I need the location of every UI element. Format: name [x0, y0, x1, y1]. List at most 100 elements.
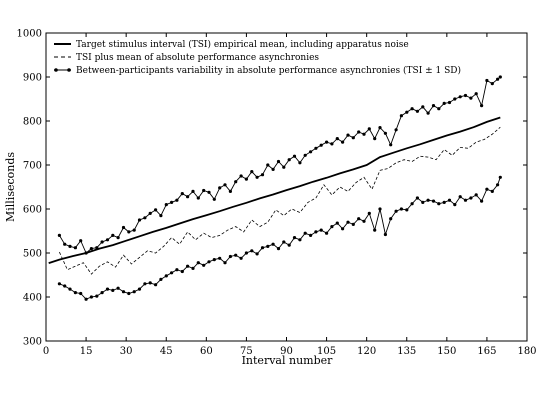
variability-lower-point — [105, 287, 110, 291]
variability-upper-point — [260, 173, 265, 177]
variability-upper-point — [383, 131, 387, 135]
variability-lower-point — [63, 284, 67, 288]
variability-upper-point — [228, 189, 232, 193]
x-tick-label: 15 — [80, 346, 93, 357]
variability-lower-point — [154, 283, 158, 287]
variability-lower-point — [244, 251, 248, 255]
variability-upper-point — [378, 126, 382, 130]
variability-lower-point — [132, 290, 136, 294]
variability-upper-point — [84, 251, 88, 255]
variability-upper-point — [159, 214, 163, 218]
variability-upper-point — [255, 175, 259, 179]
variability-upper-point — [180, 192, 184, 196]
series-asynchrony-line — [59, 126, 501, 275]
variability-upper-point — [121, 225, 126, 230]
variability-lower-point — [469, 196, 473, 200]
x-tick-label: 60 — [200, 346, 213, 357]
variability-lower-point — [148, 281, 152, 285]
legend-marker-variability-b — [67, 68, 71, 72]
legend-marker-variability-a — [54, 68, 58, 72]
y-axis-label: Milliseconds — [4, 152, 17, 222]
variability-lower-point — [121, 290, 126, 294]
variability-upper-point — [319, 143, 323, 147]
variability-lower-point — [351, 222, 355, 226]
variability-lower-point — [474, 193, 478, 197]
variability-upper-point — [298, 161, 302, 165]
variability-lower-point — [79, 291, 83, 296]
variability-upper-point — [100, 240, 104, 244]
variability-lower-point — [426, 198, 430, 202]
variability-lower-point — [410, 202, 414, 206]
variability-upper-point — [292, 154, 297, 158]
variability-upper-point — [239, 174, 243, 178]
variability-upper-point — [309, 150, 313, 154]
x-tick-label: 90 — [280, 346, 293, 357]
variability-lower-point — [95, 294, 99, 298]
variability-lower-point — [266, 244, 270, 248]
plot-frame — [45, 32, 528, 342]
variability-upper-point — [426, 111, 430, 115]
variability-upper-point — [116, 236, 120, 240]
variability-upper-point — [57, 233, 62, 237]
variability-upper-point — [143, 216, 147, 220]
variability-upper-point — [73, 246, 77, 250]
variability-lower-point — [394, 209, 398, 213]
variability-upper-point — [453, 97, 457, 101]
variability-upper-point — [105, 238, 110, 242]
variability-lower-point — [73, 291, 77, 295]
variability-lower-point — [325, 231, 329, 235]
variability-lower-point — [335, 221, 339, 225]
variability-lower-point — [164, 274, 168, 278]
variability-upper-point — [207, 190, 211, 194]
variability-upper-point — [421, 105, 425, 109]
variability-upper-point — [271, 167, 275, 171]
variability-upper-point — [431, 104, 436, 108]
variability-lower-point — [496, 183, 500, 187]
variability-upper-point — [186, 195, 190, 199]
variability-lower-point — [303, 231, 307, 235]
variability-lower-point — [346, 220, 350, 224]
variability-upper-point — [175, 198, 179, 202]
variability-upper-point — [490, 82, 494, 86]
variability-upper-point — [447, 100, 452, 105]
x-tick-label: 0 — [43, 346, 49, 357]
variability-upper-point — [351, 136, 355, 140]
variability-lower-point — [191, 266, 195, 270]
variability-lower-point — [143, 282, 147, 286]
variability-lower-point — [389, 217, 393, 221]
x-tick-label: 180 — [517, 346, 536, 357]
variability-upper-point — [111, 233, 115, 237]
axes: 0 15 30 45 60 75 90 105 120 135 150 165 180 300 400 500… — [17, 29, 537, 358]
variability-lower-point — [84, 297, 88, 301]
variability-lower-point — [170, 271, 174, 275]
legend-label-target: Target stimulus interval (TSI) empirical… — [76, 39, 409, 50]
variability-lower-point — [287, 243, 291, 247]
variability-lower-point — [180, 269, 184, 274]
variability-upper-point — [89, 247, 93, 251]
variability-lower-point — [490, 189, 494, 193]
variability-upper-point — [405, 110, 409, 114]
variability-lower-point — [239, 256, 243, 260]
variability-lower-point — [373, 228, 377, 232]
variability-upper-point — [196, 196, 200, 200]
variability-lower-point — [453, 203, 457, 207]
variability-upper-point — [212, 197, 216, 201]
variability-lower-point — [212, 258, 216, 262]
variability-lower-point — [271, 242, 275, 246]
series-variability-lower-line — [59, 177, 501, 300]
variability-upper-point — [469, 96, 473, 100]
variability-upper-point — [341, 140, 345, 144]
variability-upper-point — [303, 153, 307, 157]
legend-label-async: TSI plus mean of absolute performance as… — [76, 53, 319, 63]
variability-upper-point — [127, 230, 131, 234]
variability-lower-point — [319, 228, 323, 232]
variability-lower-point — [383, 232, 387, 237]
variability-upper-point — [394, 128, 398, 132]
variability-upper-point — [474, 92, 478, 96]
x-tick-label: 45 — [160, 346, 173, 357]
variability-upper-point — [132, 228, 136, 232]
x-axis-label: Interval number — [242, 354, 334, 367]
variability-lower-point — [458, 195, 462, 199]
variability-upper-point — [314, 146, 318, 150]
variability-upper-point — [244, 177, 248, 181]
